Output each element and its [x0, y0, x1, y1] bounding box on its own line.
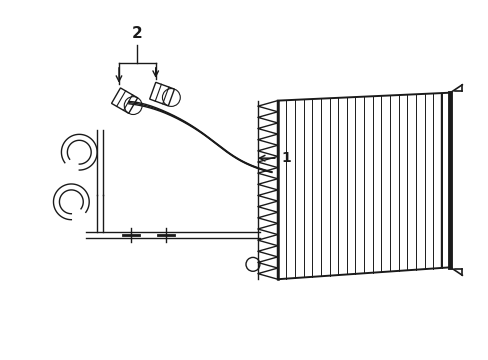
Text: 2: 2 [132, 26, 142, 41]
Text: 1: 1 [281, 151, 291, 165]
